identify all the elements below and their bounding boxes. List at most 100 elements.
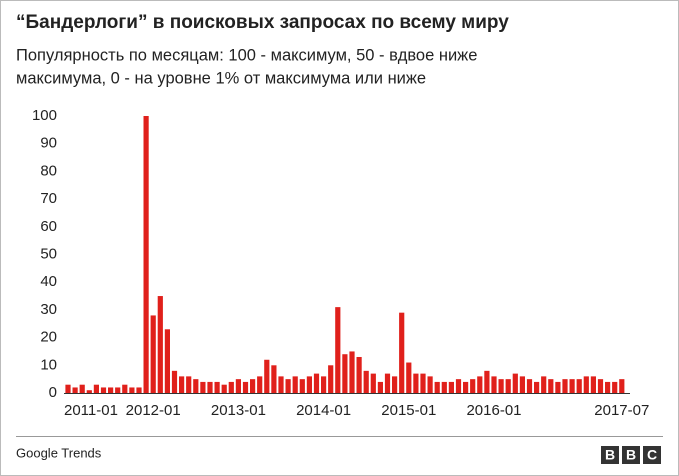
bar xyxy=(363,370,369,393)
bar xyxy=(370,373,376,393)
x-tick-label: 2015-01 xyxy=(381,402,436,419)
bar xyxy=(214,381,220,393)
bar xyxy=(313,373,320,393)
bar xyxy=(285,379,291,393)
chart-title: “Бандерлоги” в поисковых запросах по все… xyxy=(16,12,509,33)
bar xyxy=(100,387,107,393)
bar xyxy=(498,379,504,393)
bar xyxy=(413,373,419,393)
bar xyxy=(541,376,547,393)
bar xyxy=(434,381,440,393)
bar xyxy=(257,376,263,393)
bar xyxy=(122,384,128,393)
y-tick-label: 70 xyxy=(40,190,57,207)
bar xyxy=(207,381,213,393)
bar xyxy=(186,376,192,393)
bar xyxy=(526,379,533,393)
bar xyxy=(597,379,604,393)
bar xyxy=(93,384,99,393)
bar xyxy=(86,390,92,393)
subtitle: Популярность по месяцам: 100 - максимум,… xyxy=(16,46,477,64)
bar xyxy=(484,370,490,393)
bar xyxy=(534,381,540,393)
bar xyxy=(605,381,611,393)
bar xyxy=(79,384,85,393)
bar xyxy=(129,387,135,393)
x-tick-label: 2011-01 xyxy=(64,402,118,419)
bar xyxy=(427,376,433,393)
bar xyxy=(136,387,142,393)
bar xyxy=(164,329,170,393)
bar xyxy=(399,312,405,393)
y-tick-label: 80 xyxy=(40,162,57,179)
bar xyxy=(200,381,206,393)
bar xyxy=(420,373,426,393)
bar xyxy=(576,379,582,393)
bar xyxy=(455,379,462,393)
bar xyxy=(512,373,518,393)
bar xyxy=(406,362,412,393)
bar xyxy=(335,307,341,393)
y-tick-label: 30 xyxy=(40,301,57,318)
bar xyxy=(193,379,199,393)
bar xyxy=(321,376,327,393)
bar xyxy=(242,381,249,393)
bar xyxy=(562,379,568,393)
bar xyxy=(342,354,348,393)
bar xyxy=(349,351,355,393)
bar xyxy=(72,387,78,393)
bar xyxy=(221,384,227,393)
bar xyxy=(583,376,589,393)
bar xyxy=(470,379,476,393)
bar xyxy=(228,381,234,393)
bar xyxy=(143,116,149,393)
source: Google Trends xyxy=(16,445,102,460)
bar xyxy=(612,381,618,393)
bar xyxy=(171,370,178,393)
brand-letter: C xyxy=(647,447,657,463)
x-tick-label: 2016-01 xyxy=(466,402,521,419)
bar xyxy=(441,381,447,393)
brand-letter: B xyxy=(626,447,636,463)
bar xyxy=(590,376,596,393)
bar xyxy=(264,359,270,393)
bar xyxy=(448,381,454,393)
brand-box xyxy=(622,446,640,464)
bar xyxy=(235,379,241,393)
brand-letter: B xyxy=(605,447,615,463)
bar xyxy=(157,296,163,393)
bar xyxy=(299,379,305,393)
bar xyxy=(179,376,185,393)
bar xyxy=(491,376,497,393)
bar xyxy=(65,384,71,393)
y-tick-label: 50 xyxy=(40,245,57,262)
y-tick-label: 100 xyxy=(32,107,57,124)
brand-box xyxy=(601,446,619,464)
subtitle: максимума, 0 - на уровне 1% от максимума… xyxy=(16,69,426,87)
bar xyxy=(278,376,284,393)
bar xyxy=(569,379,575,393)
y-tick-label: 0 xyxy=(49,384,57,401)
y-tick-label: 10 xyxy=(40,356,57,373)
x-tick-label: 2013-01 xyxy=(211,402,266,419)
bar xyxy=(115,387,121,393)
bar xyxy=(328,365,334,393)
bar xyxy=(384,373,391,393)
y-tick-label: 40 xyxy=(40,273,57,290)
y-tick-label: 90 xyxy=(40,135,57,152)
x-tick-label: 2012-01 xyxy=(126,402,181,419)
bar xyxy=(250,379,256,393)
bar xyxy=(306,376,312,393)
bar xyxy=(463,381,469,393)
bar xyxy=(150,315,156,393)
bar xyxy=(356,356,362,393)
bar xyxy=(292,376,298,393)
bar xyxy=(555,381,561,393)
bar xyxy=(271,365,277,393)
bar xyxy=(108,387,114,393)
x-tick-label: 2017-07 xyxy=(594,402,649,419)
bar xyxy=(377,381,383,393)
bar xyxy=(619,379,625,393)
